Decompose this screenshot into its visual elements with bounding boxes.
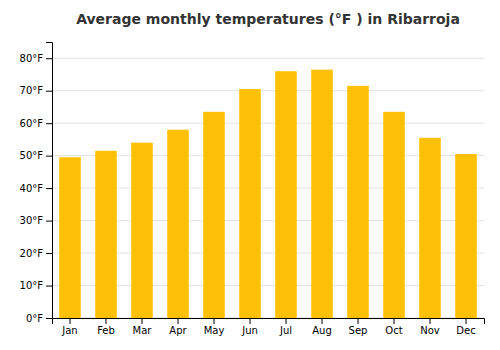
- x-tick-mark: [322, 318, 323, 324]
- y-tick: 0°F: [26, 313, 52, 324]
- x-tick-label: Jul: [279, 325, 292, 336]
- x-axis: Jan Feb Mar Apr May Jun Jul Aug Sep Oct Nov Dec: [53, 318, 485, 336]
- y-tick-mark: [46, 123, 52, 124]
- y-tick-mark: [46, 58, 52, 59]
- y-tick-label: 50°F: [20, 150, 44, 161]
- bar: [275, 71, 297, 318]
- x-tick: Oct: [385, 318, 402, 336]
- y-tick-label: 60°F: [20, 118, 44, 129]
- x-tick: Feb: [97, 318, 115, 336]
- x-tick-label: Feb: [97, 325, 115, 336]
- chart-svg: 0°F 10°F 20°F 30°F 40°F 50°F 60°F 70°F 80°F Jan Fe…: [0, 0, 500, 350]
- y-axis: 0°F 10°F 20°F 30°F 40°F 50°F 60°F 70°F 80°F: [20, 43, 53, 324]
- chart-container: 0°F 10°F 20°F 30°F 40°F 50°F 60°F 70°F 80°F Jan Fe…: [0, 0, 500, 350]
- grid-line: [52, 58, 484, 59]
- grid-line: [52, 90, 484, 91]
- x-tick-mark: [286, 318, 287, 324]
- x-tick-mark: [466, 318, 467, 324]
- y-tick: 50°F: [20, 150, 52, 161]
- x-tick-label: Oct: [385, 325, 402, 336]
- bar: [347, 86, 369, 318]
- y-tick-label: 80°F: [20, 53, 44, 64]
- chart-title: Average monthly temperatures (°F ) in Ri…: [76, 11, 460, 27]
- x-tick: Sep: [349, 318, 368, 336]
- y-tick-mark: [46, 253, 52, 254]
- y-tick: 20°F: [20, 248, 52, 259]
- x-tick-label: Jun: [241, 325, 258, 336]
- bar: [311, 70, 333, 318]
- bar: [95, 151, 117, 318]
- x-axis-line: [53, 319, 485, 325]
- x-tick-mark: [358, 318, 359, 324]
- y-tick-mark: [46, 221, 52, 222]
- y-tick-label: 20°F: [20, 248, 44, 259]
- x-tick-mark: [214, 318, 215, 324]
- x-tick: Aug: [312, 318, 332, 336]
- x-tick: Nov: [420, 318, 440, 336]
- x-tick-mark: [430, 318, 431, 324]
- bar: [167, 130, 189, 318]
- x-tick-label: Dec: [456, 325, 475, 336]
- x-tick: Jul: [279, 318, 292, 336]
- bar: [239, 89, 261, 318]
- plot-root: 0°F 10°F 20°F 30°F 40°F 50°F 60°F 70°F 80°F Jan Fe…: [20, 43, 485, 337]
- x-tick: Dec: [456, 318, 475, 336]
- x-tick: Jun: [241, 318, 258, 336]
- y-tick-label: 30°F: [20, 215, 44, 226]
- y-tick: 70°F: [20, 85, 52, 96]
- y-axis-line: [46, 43, 53, 319]
- x-tick: Jan: [61, 318, 77, 336]
- x-tick-label: May: [204, 325, 225, 336]
- bar: [59, 157, 81, 318]
- y-tick-mark: [46, 286, 52, 287]
- y-tick: 60°F: [20, 118, 52, 129]
- x-tick: Mar: [133, 318, 153, 336]
- y-tick-label: 40°F: [20, 183, 44, 194]
- x-tick-label: Apr: [169, 325, 187, 336]
- x-tick-mark: [70, 318, 71, 324]
- x-tick-mark: [142, 318, 143, 324]
- bar: [131, 143, 153, 318]
- y-tick: 10°F: [20, 280, 52, 291]
- x-tick-mark: [106, 318, 107, 324]
- x-tick: Apr: [169, 318, 187, 336]
- y-tick-mark: [46, 91, 52, 92]
- x-tick-mark: [178, 318, 179, 324]
- x-tick-mark: [250, 318, 251, 324]
- x-tick: May: [204, 318, 225, 336]
- bar: [419, 138, 441, 318]
- y-tick-label: 0°F: [26, 313, 43, 324]
- x-tick-label: Sep: [349, 325, 368, 336]
- x-tick-label: Aug: [312, 325, 332, 336]
- bar: [455, 154, 477, 318]
- y-tick-label: 70°F: [20, 85, 44, 96]
- y-tick-label: 10°F: [20, 280, 44, 291]
- bars: [59, 70, 477, 318]
- x-tick-label: Mar: [133, 325, 153, 336]
- y-tick-mark: [46, 188, 52, 189]
- grid: [52, 58, 484, 318]
- y-tick-mark: [46, 156, 52, 157]
- x-tick-label: Nov: [420, 325, 440, 336]
- y-tick: 40°F: [20, 183, 52, 194]
- y-tick: 30°F: [20, 215, 52, 226]
- bar: [203, 112, 225, 318]
- bar: [383, 112, 405, 318]
- grid-line: [52, 123, 484, 124]
- x-tick-mark: [394, 318, 395, 324]
- x-tick-label: Jan: [61, 325, 77, 336]
- y-tick-mark: [46, 318, 52, 319]
- y-tick: 80°F: [20, 53, 52, 64]
